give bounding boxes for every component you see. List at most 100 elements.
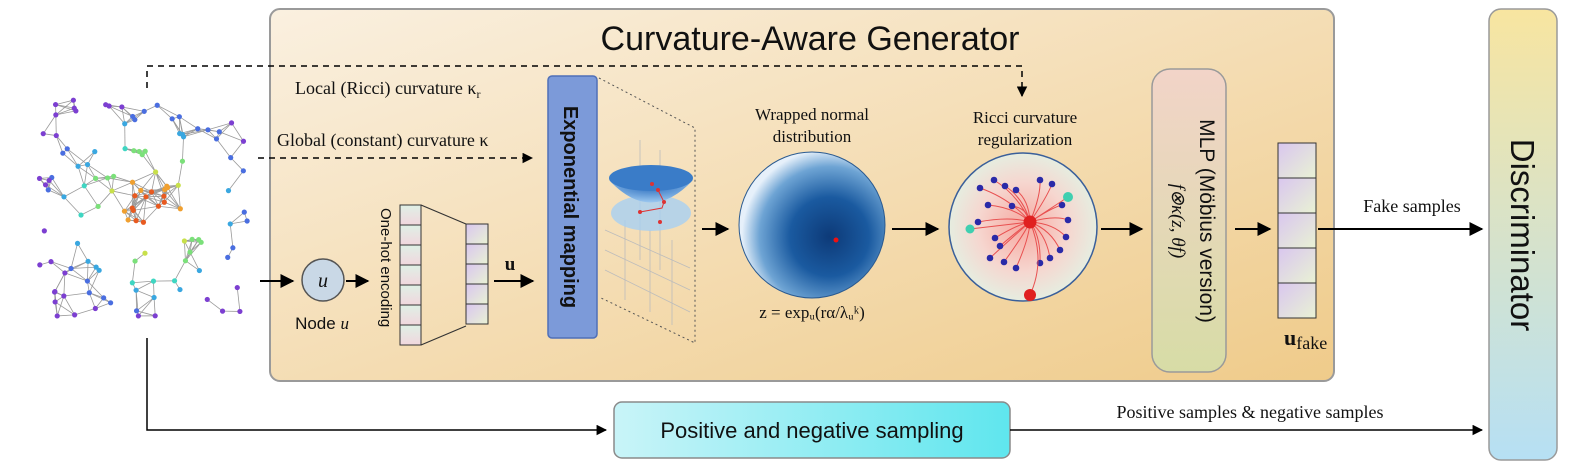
graph-edge bbox=[145, 195, 164, 198]
graph-node bbox=[104, 175, 111, 181]
graph-node bbox=[213, 136, 220, 142]
graph-edge bbox=[143, 196, 147, 223]
graph-node bbox=[52, 101, 59, 108]
graph-node bbox=[152, 313, 158, 319]
graph-node bbox=[78, 212, 84, 218]
graph-edge bbox=[55, 135, 68, 150]
graph-edge bbox=[63, 196, 82, 216]
graph-edge bbox=[145, 196, 165, 203]
graph-node bbox=[153, 169, 159, 175]
embedding-vector-label: u bbox=[505, 254, 516, 275]
ricci-neighbor bbox=[1012, 264, 1020, 272]
graph-edge bbox=[144, 151, 156, 173]
onehot-cell bbox=[399, 264, 422, 286]
graph-edge bbox=[167, 187, 181, 209]
fake-vector-label: ufake bbox=[1284, 325, 1327, 353]
embedding-vector bbox=[465, 223, 489, 325]
graph-edge bbox=[55, 135, 64, 154]
graph-node bbox=[180, 134, 187, 140]
graph-edge bbox=[132, 181, 152, 193]
onehot-cell bbox=[399, 204, 422, 226]
graph-edge bbox=[77, 165, 96, 179]
graph-edge bbox=[132, 171, 156, 183]
embedding-trapezoid bbox=[420, 204, 467, 346]
fake-vector-cell bbox=[1277, 177, 1317, 214]
graph-node bbox=[187, 249, 193, 255]
graph-edge bbox=[66, 148, 79, 167]
graph-edge bbox=[87, 270, 100, 282]
graph-node bbox=[74, 240, 81, 246]
graph-node bbox=[122, 121, 128, 127]
graph-edge bbox=[63, 295, 75, 316]
ricci-neighbor bbox=[996, 242, 1004, 250]
graph-node bbox=[228, 155, 234, 161]
onehot-cell bbox=[399, 284, 422, 306]
graph-node bbox=[228, 120, 235, 126]
graph-edge bbox=[197, 128, 217, 140]
wrapped-center-point bbox=[833, 237, 839, 243]
graph-node bbox=[61, 293, 67, 299]
graph-edge bbox=[70, 268, 88, 282]
graph-edge bbox=[77, 151, 96, 167]
graph-edge bbox=[184, 241, 186, 261]
graph-edge bbox=[230, 157, 244, 172]
tangent-plane bbox=[598, 77, 696, 344]
graph-edge bbox=[55, 107, 75, 116]
graph-node bbox=[151, 294, 157, 301]
graph-node bbox=[41, 228, 47, 234]
graph-edge bbox=[63, 185, 85, 198]
ricci-title-1: Ricci curvature bbox=[973, 108, 1077, 127]
graph-node bbox=[70, 97, 76, 103]
graph-edge bbox=[164, 185, 179, 203]
exponential-mapping-box bbox=[547, 75, 598, 339]
graph-node bbox=[182, 258, 189, 264]
graph-edge bbox=[216, 138, 232, 158]
graph-edge bbox=[133, 205, 159, 211]
graph-node bbox=[142, 148, 148, 154]
graph-edge bbox=[108, 105, 126, 125]
graph-node bbox=[227, 221, 233, 227]
graph-node bbox=[154, 102, 160, 108]
graph-node bbox=[175, 182, 181, 188]
graph-node bbox=[133, 308, 140, 314]
graph-edge bbox=[121, 106, 126, 124]
graph-node bbox=[62, 270, 68, 276]
graph-node bbox=[155, 203, 162, 209]
graph-edge bbox=[83, 164, 88, 186]
graph-edge bbox=[207, 299, 223, 312]
graph-edge bbox=[87, 280, 104, 299]
ricci-edge bbox=[1029, 221, 1039, 296]
graph-node bbox=[169, 116, 175, 122]
graph-node bbox=[108, 300, 114, 306]
onehot-cell bbox=[399, 224, 422, 246]
graph-edge bbox=[158, 205, 181, 210]
wrapped-title-1: Wrapped normal bbox=[755, 105, 869, 124]
graph-node bbox=[48, 259, 54, 265]
graph-edge bbox=[177, 185, 181, 209]
graph-edge bbox=[64, 272, 88, 282]
ricci-neighbor bbox=[1056, 246, 1064, 254]
graph-node bbox=[133, 287, 139, 293]
node-u bbox=[301, 258, 345, 302]
graph-node bbox=[106, 103, 112, 109]
graph-edge bbox=[131, 261, 136, 283]
graph-edge bbox=[63, 272, 66, 296]
graph-edge bbox=[229, 223, 234, 248]
graph-edge bbox=[138, 297, 155, 317]
graph-node bbox=[234, 284, 240, 291]
graph-node bbox=[122, 146, 128, 152]
graph-edge bbox=[48, 180, 65, 198]
exponential-mapping-label: Exponential mapping bbox=[559, 106, 581, 308]
graph-node bbox=[244, 218, 250, 224]
graph-edge bbox=[55, 104, 75, 109]
graph-edge bbox=[56, 295, 65, 317]
graph-edge bbox=[135, 289, 155, 298]
graph-edge bbox=[88, 270, 100, 293]
graph-node bbox=[131, 148, 137, 154]
graph-node bbox=[111, 173, 117, 179]
graph-node bbox=[101, 295, 107, 301]
mlp-formula: f⊗κ(z, θf) bbox=[1167, 184, 1188, 258]
graph-edge bbox=[151, 171, 157, 192]
graph-edge bbox=[95, 302, 111, 309]
ricci-star bbox=[965, 176, 1073, 301]
